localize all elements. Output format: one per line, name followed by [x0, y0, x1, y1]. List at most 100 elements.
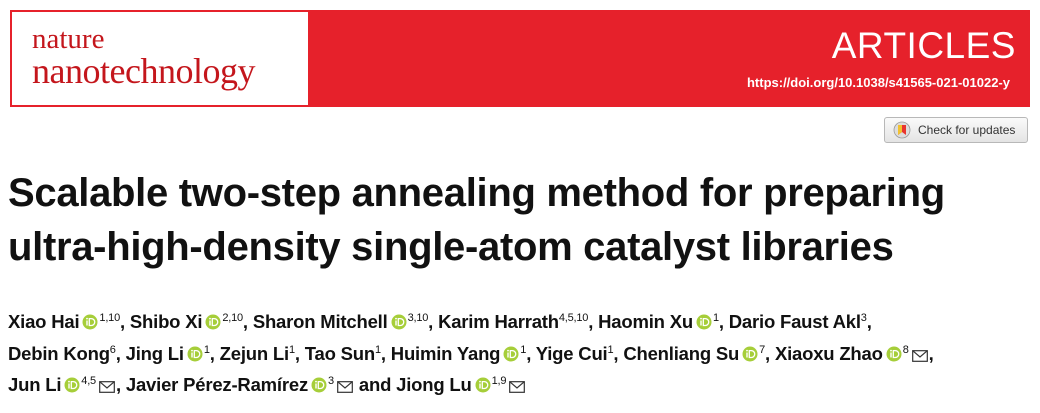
orcid-icon[interactable]	[742, 346, 758, 362]
affiliation: 1	[712, 312, 719, 324]
orcid-i	[209, 320, 212, 326]
author-name: Zejun Li	[219, 342, 290, 364]
affiliation: 1	[203, 343, 210, 356]
orcid-d	[211, 317, 219, 327]
orcid-icon[interactable]	[64, 377, 80, 393]
separator: ,	[115, 342, 126, 364]
author-name: Xiao Hai	[8, 311, 80, 332]
envelope-flap	[911, 349, 928, 358]
author-name: Chenliang Su	[623, 342, 740, 364]
section-label: ARTICLES	[831, 25, 1016, 66]
separator: ,	[115, 374, 126, 395]
separator: ,	[380, 342, 391, 364]
affiliation: 1,10	[99, 312, 121, 324]
affiliation: 6	[109, 343, 116, 356]
logo-line: nature	[32, 23, 105, 55]
orcid-dot	[889, 349, 892, 351]
check-icon	[893, 121, 911, 139]
orcid-i	[700, 320, 702, 326]
separator: ,	[718, 311, 729, 332]
author-name: Yige Cui	[535, 342, 608, 364]
separator: ,	[588, 311, 599, 332]
orcid-icon[interactable]	[886, 346, 902, 362]
orcid-i	[86, 320, 89, 326]
affiliation: 1,9	[491, 375, 507, 387]
journal-banner: nature nanotechnology ARTICLES https://d…	[10, 10, 1030, 107]
affiliation: 8	[902, 343, 909, 356]
orcid-d	[89, 317, 96, 327]
orcid-i	[478, 383, 481, 389]
email-icon[interactable]	[911, 349, 928, 362]
orcid-i	[68, 383, 70, 389]
orcid-dot	[86, 317, 89, 320]
orcid-i	[315, 383, 317, 389]
orcid-i	[507, 352, 509, 357]
envelope	[99, 381, 115, 393]
author-name: Shibo Xi	[129, 311, 203, 332]
separator: ,	[866, 311, 872, 332]
check-updates-button[interactable]: Check for updates	[884, 117, 1028, 143]
author-list: Xiao Hai 1,10, Shibo Xi 2,10, Sharon Mitch…	[8, 306, 934, 401]
orcid-dot	[68, 380, 71, 383]
author-line: Xiao Hai 1,10, Shibo Xi 2,10, Sharon Mitch…	[8, 306, 934, 338]
author-name: Xiaoxu Zhao	[774, 342, 883, 364]
affiliation: 4,5	[81, 375, 96, 387]
orcid-dot	[315, 380, 317, 383]
affiliation: 3	[860, 312, 867, 324]
orcid-icon[interactable]	[187, 346, 203, 362]
email-icon[interactable]	[509, 381, 526, 393]
orcid-icon[interactable]	[503, 346, 519, 362]
article-title: Scalable two-step annealing method for p…	[8, 166, 945, 274]
author-name: Huimin Yang	[390, 342, 501, 364]
envelope-flap	[337, 381, 353, 389]
affiliation: 1	[607, 343, 614, 356]
orcid-dot	[478, 380, 481, 383]
orcid-icon[interactable]	[82, 314, 98, 330]
logo-line: nanotechnology	[32, 51, 255, 91]
orcid-i	[191, 352, 193, 357]
orcid-dot	[700, 317, 702, 320]
envelope-flap	[99, 381, 115, 389]
orcid-d	[70, 380, 78, 390]
title-line: ultra-high-density single-atom catalyst …	[8, 225, 894, 269]
author-name: Tao Sun	[304, 342, 375, 364]
orcid-icon[interactable]	[205, 314, 221, 330]
affiliation: 3,10	[407, 312, 429, 324]
orcid-dot	[394, 317, 397, 320]
affiliation: 1	[288, 343, 295, 356]
author-name: Haomin Xu	[598, 311, 693, 332]
affiliation: 3	[328, 375, 334, 387]
email-icon[interactable]	[337, 381, 353, 393]
check-label: Check for updates	[918, 123, 1016, 137]
envelope	[509, 381, 526, 393]
orcid-d	[481, 380, 488, 390]
separator: ,	[428, 311, 439, 332]
affiliation: 1	[374, 343, 381, 356]
orcid-dot	[209, 317, 212, 320]
orcid-icon[interactable]	[391, 314, 407, 330]
separator: ,	[120, 311, 130, 332]
author-name: Debin Kong	[8, 342, 110, 364]
orcid-dot	[507, 349, 510, 351]
affiliation: 1	[520, 343, 527, 356]
doi-link[interactable]: https://doi.org/10.1038/s41565-021-01022…	[746, 75, 1010, 90]
separator: and	[353, 374, 397, 395]
author-name: Javier Pérez-Ramírez	[125, 374, 309, 395]
orcid-d	[702, 317, 710, 327]
author-name: Jing Li	[125, 342, 184, 364]
separator: ,	[613, 342, 624, 364]
affiliation: 4,5,10	[558, 312, 589, 324]
author-name: Sharon Mitchell	[252, 311, 388, 332]
affiliation: 2,10	[222, 312, 243, 324]
affiliation: 7	[759, 343, 766, 356]
orcid-icon[interactable]	[311, 377, 327, 393]
journal-logo[interactable]: nature nanotechnology	[10, 10, 310, 107]
envelope	[911, 349, 928, 362]
author-name: Jun Li	[8, 374, 62, 395]
email-icon[interactable]	[99, 381, 115, 393]
orcid-d	[748, 349, 756, 358]
orcid-icon[interactable]	[475, 377, 491, 393]
orcid-icon[interactable]	[696, 314, 712, 330]
orcid-i	[394, 320, 397, 326]
